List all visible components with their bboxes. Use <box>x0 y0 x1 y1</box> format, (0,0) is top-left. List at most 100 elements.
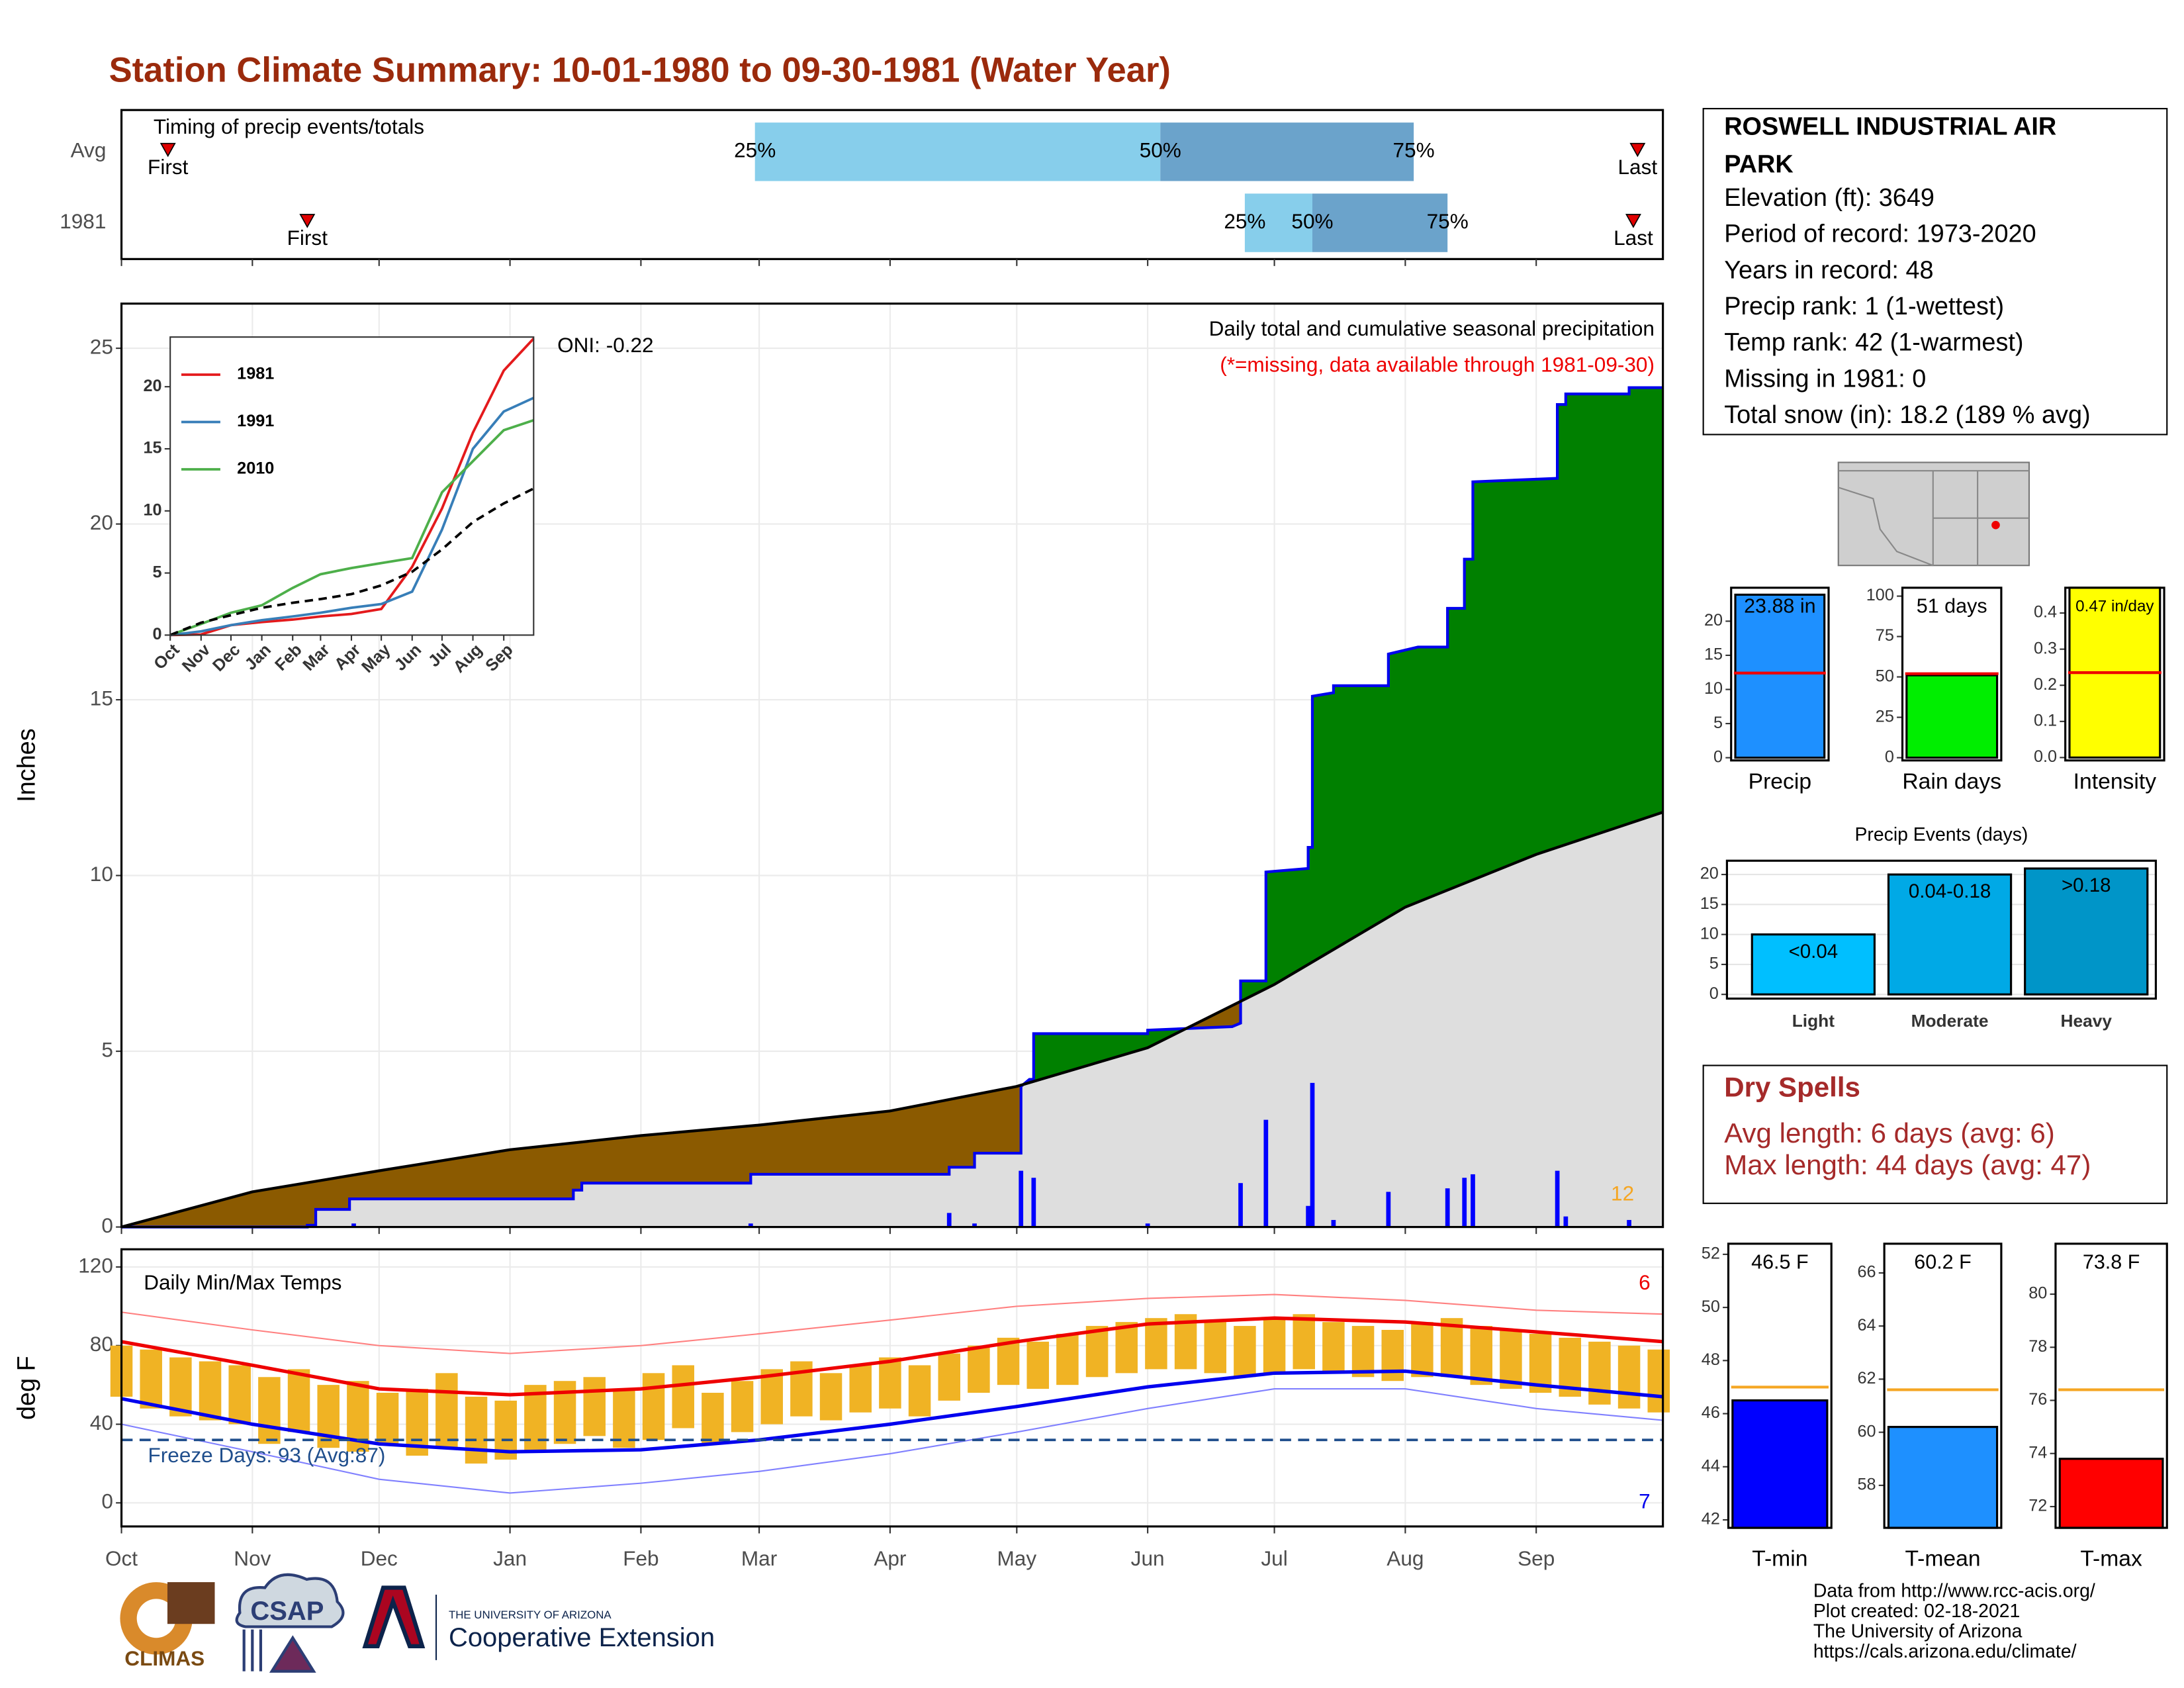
temp-range-bar <box>1322 1322 1345 1374</box>
dry-spells-line: Avg length: 6 days (avg: 6) <box>1724 1117 2055 1149</box>
daily-precip-bar <box>972 1223 977 1227</box>
timing-marker-label: Last <box>1618 155 1658 179</box>
y-axis-label: deg F <box>13 1356 41 1420</box>
cumulative-line <box>120 811 1664 1229</box>
daily-precip-bar <box>1306 1205 1310 1227</box>
panel-frame <box>1901 586 2003 762</box>
y-tick-label: 50 <box>1876 667 1894 685</box>
quartile-label: 75% <box>1427 209 1469 233</box>
category-label: Light <box>1792 1011 1835 1031</box>
value-label: 0.47 in/day <box>2075 598 2154 616</box>
record-high-count: 6 <box>1639 1270 1651 1294</box>
temp-range-bar <box>1204 1322 1226 1374</box>
station-info: Years in record: 48 <box>1724 256 1933 284</box>
inset-frame <box>169 336 535 636</box>
y-tick-label: 15 <box>1700 894 1719 913</box>
daily-precip-bar <box>1563 1216 1569 1227</box>
y-tick-label: 0 <box>1709 984 1719 1003</box>
chart-subtitle: (*=missing, data available through 1981-… <box>1220 353 1655 377</box>
temp-range-bar <box>1440 1318 1463 1378</box>
category-label: T-mean <box>1905 1546 1980 1571</box>
x-tick-label: May <box>997 1546 1037 1570</box>
panel-frame <box>120 1248 1664 1528</box>
quartile-label: 50% <box>1291 209 1333 233</box>
temp-range-bar <box>1234 1326 1256 1378</box>
freeze-label: Freeze Days: 93 (Avg:87) <box>148 1443 386 1467</box>
panel-frame <box>1727 1243 1833 1529</box>
bar-label: 0.04-0.18 <box>1909 880 1991 902</box>
y-tick-label: 0.0 <box>2034 747 2057 766</box>
station-info: Precip rank: 1 (1-wettest) <box>1724 293 2004 320</box>
csap-graphic <box>242 1629 316 1673</box>
y-tick-label: 0 <box>101 1489 113 1513</box>
y-tick-label: 15 <box>1704 645 1723 664</box>
bar <box>1905 674 1999 759</box>
daily-precip-bar <box>1310 1082 1315 1227</box>
y-tick-label: 100 <box>1866 586 1894 604</box>
temp-range-bar <box>1115 1322 1138 1374</box>
temp-range-bar <box>1617 1345 1641 1409</box>
station-box <box>1702 108 2168 436</box>
temp-range-bar <box>968 1345 990 1393</box>
bar <box>1887 1426 1999 1529</box>
temp-range-bar <box>1588 1341 1611 1405</box>
annotation: 12 <box>1611 1182 1634 1205</box>
temp-range-bar <box>140 1349 162 1409</box>
quartile-label: 25% <box>734 138 776 162</box>
station-location <box>1991 520 2000 530</box>
extension-text: Cooperative Extension <box>449 1623 715 1652</box>
x-tick-label: Jan <box>493 1546 527 1570</box>
inset-line <box>169 487 535 637</box>
temp-range-bar <box>1145 1318 1167 1370</box>
y-tick-label: 5 <box>153 563 162 581</box>
daily-precip-bar <box>1462 1178 1467 1227</box>
temp-range-bar <box>583 1377 606 1436</box>
panel-frame <box>1725 859 2158 1000</box>
value-label: 51 days <box>1917 594 1987 617</box>
y-tick-label: 60 <box>1857 1422 1876 1440</box>
timing-marker-label: First <box>287 226 328 250</box>
y-tick-label: 62 <box>1857 1369 1876 1387</box>
daily-precip-bar <box>748 1223 753 1227</box>
y-tick-label: 10 <box>90 862 113 886</box>
daily-precip-bar <box>351 1223 356 1227</box>
category-label: T-max <box>2080 1546 2142 1571</box>
quartile-label: 25% <box>1224 209 1265 233</box>
y-tick-label: 0 <box>153 625 162 643</box>
y-tick-label: 46 <box>1702 1403 1720 1422</box>
x-tick-label: Nov <box>234 1546 271 1570</box>
y-tick-label: 10 <box>1704 679 1723 698</box>
dry-spells-box <box>1702 1064 2168 1204</box>
temp-range-bar <box>672 1365 694 1429</box>
y-tick-label: 20 <box>1704 611 1723 630</box>
panel-frame <box>2064 586 2165 762</box>
category-label: Heavy <box>2061 1011 2113 1031</box>
y-tick-label: 20 <box>1700 865 1719 883</box>
category-label: Avg <box>71 138 107 162</box>
record-low-count: 7 <box>1639 1489 1651 1513</box>
y-tick-label: 0.2 <box>2034 675 2057 694</box>
timing-marker-label: Last <box>1614 226 1653 250</box>
oni-label: ONI: -0.22 <box>557 333 654 357</box>
temp-range-bar <box>287 1369 310 1432</box>
y-tick-label: 50 <box>1702 1297 1720 1316</box>
climas-logo-text: CLIMAS <box>124 1646 205 1670</box>
footer-line: Plot created: 02-18-2021 <box>1813 1601 2021 1622</box>
y-tick-label: 20 <box>90 510 113 534</box>
temp-range-bar <box>376 1393 399 1444</box>
climas-emblem-block <box>167 1582 215 1624</box>
logos: CLIMAS CSAP THE UNIVERSITY OF ARIZONA Co… <box>120 1573 715 1673</box>
temp-range-bar <box>1351 1326 1375 1378</box>
bar <box>1731 1399 1829 1529</box>
temp-range-bar <box>1293 1314 1315 1370</box>
y-tick-label: 80 <box>90 1332 113 1356</box>
legend-label: 2010 <box>237 459 274 478</box>
x-tick-label: Dec <box>361 1546 398 1570</box>
y-tick-label: 0 <box>1885 747 1894 766</box>
temp-range-bar <box>1026 1341 1049 1389</box>
y-tick-label: 5 <box>1709 955 1719 973</box>
category-label: Rain days <box>1902 769 2001 794</box>
temp-range-bar <box>199 1361 222 1421</box>
y-tick-label: 66 <box>1857 1263 1876 1282</box>
